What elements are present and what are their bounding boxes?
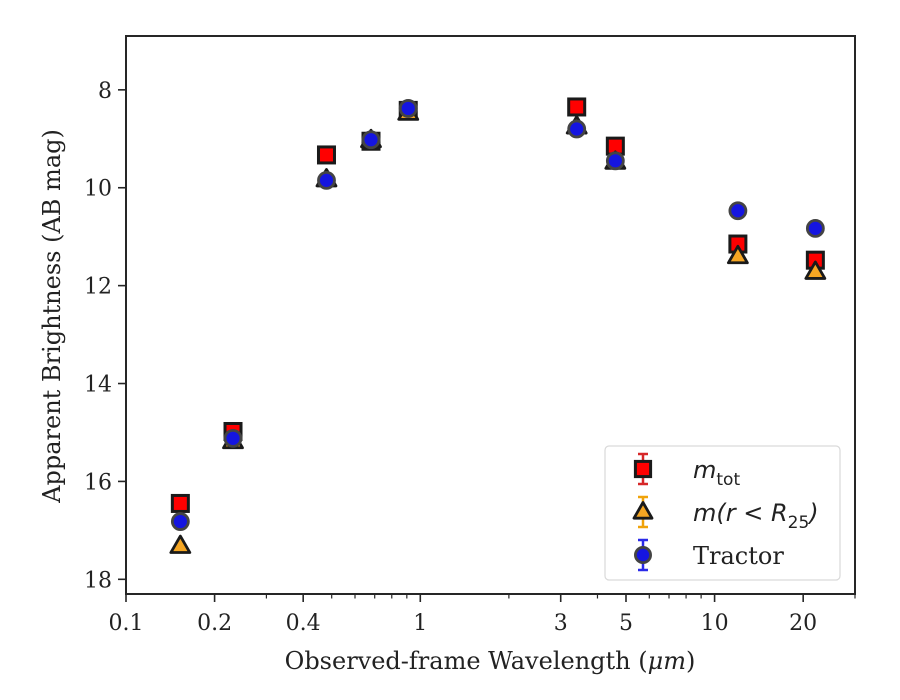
data-point bbox=[605, 151, 625, 171]
data-markers bbox=[169, 97, 827, 554]
data-point bbox=[726, 244, 749, 265]
triangle-marker bbox=[726, 244, 749, 265]
legend-items: mtot m(r < R25) Tractor bbox=[632, 452, 819, 572]
y-tick-label: 8 bbox=[98, 79, 112, 104]
circle-marker bbox=[361, 130, 381, 150]
legend-marker bbox=[634, 546, 653, 565]
legend-item: mtot bbox=[633, 452, 740, 490]
data-point bbox=[567, 119, 587, 139]
data-point bbox=[170, 512, 190, 531]
legend-symbol bbox=[634, 538, 653, 572]
x-tick-label: 20 bbox=[789, 611, 817, 636]
circle-marker bbox=[223, 428, 243, 448]
data-point bbox=[728, 201, 748, 221]
y-tick-label: 18 bbox=[84, 568, 112, 593]
legend-item: Tractor bbox=[634, 538, 784, 572]
legend-marker bbox=[632, 501, 654, 520]
legend-label-main: m bbox=[693, 456, 716, 484]
square-marker bbox=[633, 459, 653, 479]
square-marker bbox=[170, 493, 190, 513]
legend: mtot m(r < R25) Tractor bbox=[604, 445, 841, 581]
y-tick-label: 16 bbox=[84, 470, 112, 495]
tick-labels: 0.1 0.2 0.4 1 3 5 10 20 8 10 12 14 16 18 bbox=[84, 79, 817, 636]
legend-symbol bbox=[633, 452, 653, 486]
triangle-marker bbox=[632, 501, 654, 520]
series-circle bbox=[170, 99, 825, 531]
x-tick-label: 0.2 bbox=[197, 611, 232, 636]
x-axis-title: Observed-frame Wavelength (μm) bbox=[285, 647, 696, 675]
legend-item: m(r < R25) bbox=[632, 495, 819, 533]
y-tick-label: 12 bbox=[84, 275, 112, 300]
x-tick-label: 5 bbox=[619, 611, 633, 636]
circle-marker bbox=[805, 218, 825, 238]
x-axis-title-unit: μm bbox=[648, 647, 686, 675]
data-point bbox=[169, 534, 192, 554]
legend-frame bbox=[604, 445, 841, 581]
legend-label: Tractor bbox=[693, 542, 784, 570]
data-point bbox=[170, 493, 190, 513]
x-tick-label: 0.4 bbox=[286, 611, 321, 636]
legend-label: mtot bbox=[693, 456, 740, 490]
y-axis-title: Apparent Brightness (AB mag) bbox=[38, 129, 66, 504]
y-tick-label: 10 bbox=[84, 177, 112, 202]
square-marker bbox=[567, 97, 587, 117]
data-point bbox=[804, 260, 827, 280]
data-point bbox=[398, 99, 418, 118]
x-tick-label: 1 bbox=[413, 611, 427, 636]
circle-marker bbox=[605, 151, 625, 171]
plot-frame bbox=[125, 35, 856, 595]
data-point bbox=[361, 130, 381, 150]
triangle-marker bbox=[169, 534, 192, 554]
legend-label: m(r < R25) bbox=[693, 499, 819, 533]
y-tick-label: 14 bbox=[84, 373, 112, 398]
x-axis-title-text: Observed-frame Wavelength ( bbox=[285, 647, 648, 675]
data-point bbox=[567, 97, 587, 117]
circle-marker bbox=[170, 512, 190, 531]
x-tick-label: 0.1 bbox=[109, 611, 144, 636]
circle-marker bbox=[728, 201, 748, 221]
triangle-marker bbox=[804, 260, 827, 280]
data-point bbox=[805, 218, 825, 238]
square-marker bbox=[316, 145, 336, 165]
data-point bbox=[317, 170, 336, 190]
circle-marker bbox=[634, 546, 653, 565]
legend-symbol bbox=[632, 495, 654, 529]
legend-label-sub: tot bbox=[716, 470, 740, 490]
data-point bbox=[605, 136, 625, 156]
circle-marker bbox=[398, 99, 418, 118]
legend-label-sub: 25 bbox=[788, 513, 810, 533]
legend-marker bbox=[633, 459, 653, 479]
x-tick-label: 3 bbox=[554, 611, 568, 636]
circle-marker bbox=[317, 170, 336, 190]
data-point bbox=[316, 145, 336, 165]
x-tick-label: 10 bbox=[701, 611, 729, 636]
axis-ticks bbox=[118, 89, 856, 602]
legend-label-tail: ) bbox=[807, 499, 818, 527]
circle-marker bbox=[567, 119, 587, 139]
legend-label-main: m(r < R bbox=[693, 499, 788, 527]
legend-label-main: Tractor bbox=[693, 542, 784, 570]
x-axis-title-close: ) bbox=[686, 647, 695, 675]
data-point bbox=[223, 428, 243, 448]
